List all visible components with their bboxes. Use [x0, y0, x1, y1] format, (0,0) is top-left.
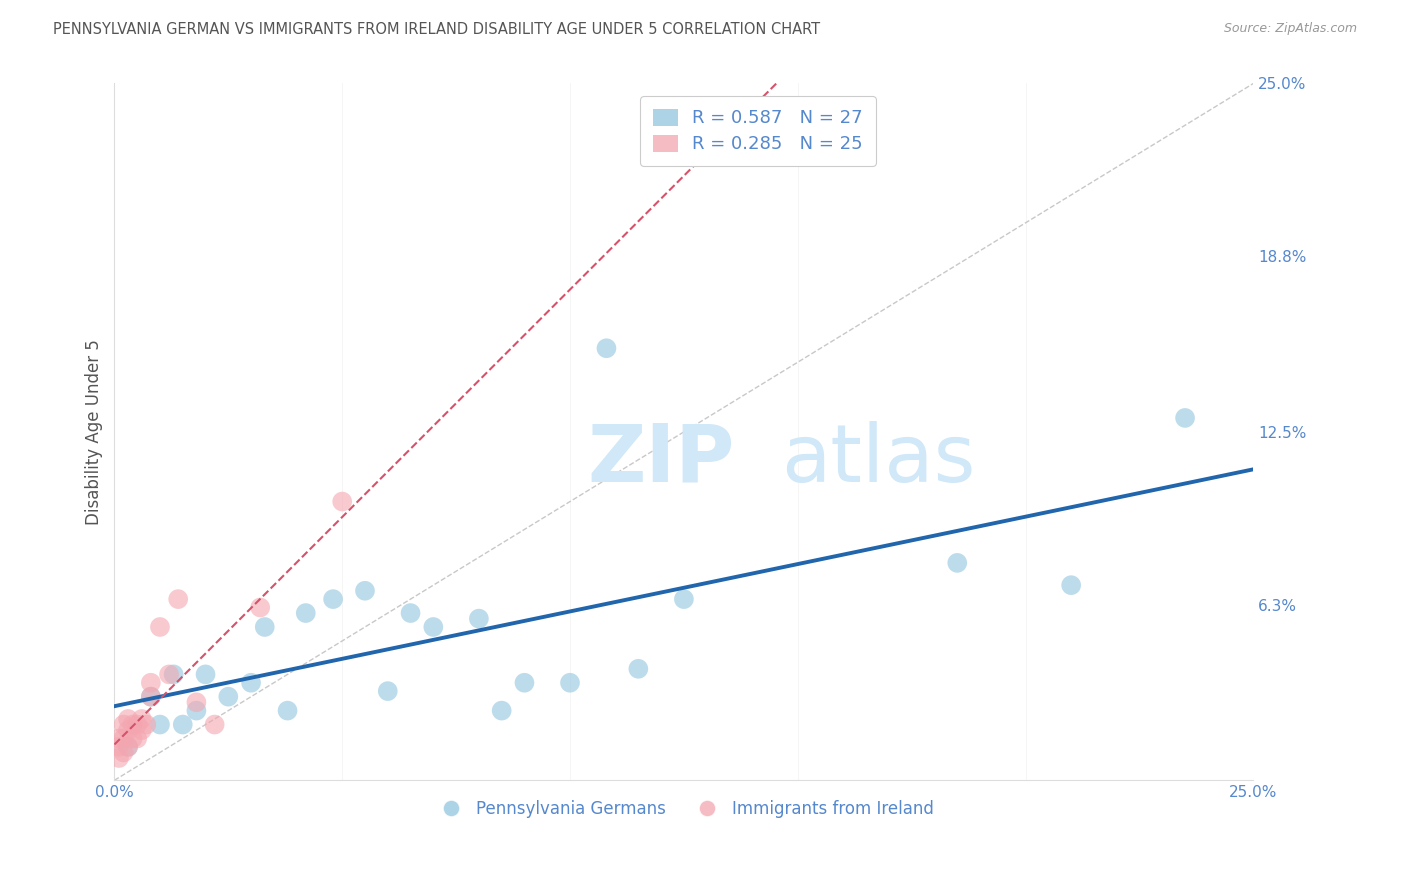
Y-axis label: Disability Age Under 5: Disability Age Under 5: [86, 339, 103, 524]
Point: [117, 712, 139, 726]
Point: [186, 704, 208, 718]
Legend: Pennsylvania Germans, Immigrants from Ireland: Pennsylvania Germans, Immigrants from Ir…: [427, 793, 941, 824]
Point: [135, 717, 157, 731]
Point: [422, 620, 444, 634]
Point: [1174, 411, 1197, 425]
Point: [672, 592, 695, 607]
Point: [108, 731, 131, 746]
Point: [108, 739, 131, 754]
Point: [127, 731, 149, 746]
Point: [627, 662, 650, 676]
Point: [167, 592, 190, 607]
Text: ZIP: ZIP: [588, 421, 734, 499]
Point: [112, 717, 135, 731]
Point: [112, 731, 135, 746]
Point: [172, 717, 194, 731]
Point: [139, 690, 162, 704]
Point: [946, 556, 969, 570]
Point: [513, 675, 536, 690]
Point: [117, 739, 139, 754]
Point: [121, 731, 143, 746]
Point: [354, 583, 377, 598]
Point: [468, 612, 491, 626]
Text: atlas: atlas: [780, 421, 976, 499]
Point: [217, 690, 239, 704]
Point: [149, 620, 172, 634]
Point: [377, 684, 399, 698]
Point: [131, 712, 153, 726]
Point: [249, 600, 271, 615]
Text: PENNSYLVANIA GERMAN VS IMMIGRANTS FROM IRELAND DISABILITY AGE UNDER 5 CORRELATIO: PENNSYLVANIA GERMAN VS IMMIGRANTS FROM I…: [53, 22, 821, 37]
Point: [253, 620, 276, 634]
Point: [117, 723, 139, 738]
Point: [127, 717, 149, 731]
Point: [491, 704, 513, 718]
Point: [139, 675, 162, 690]
Point: [112, 746, 135, 760]
Point: [117, 739, 139, 754]
Point: [121, 717, 143, 731]
Point: [131, 723, 153, 738]
Point: [162, 667, 184, 681]
Point: [595, 341, 617, 355]
Point: [108, 751, 131, 765]
Point: [558, 675, 581, 690]
Point: [186, 695, 208, 709]
Point: [399, 606, 422, 620]
Point: [157, 667, 180, 681]
Point: [204, 717, 226, 731]
Point: [139, 690, 162, 704]
Text: Source: ZipAtlas.com: Source: ZipAtlas.com: [1223, 22, 1357, 36]
Point: [1060, 578, 1083, 592]
Point: [330, 494, 353, 508]
Point: [277, 704, 299, 718]
Point: [294, 606, 316, 620]
Point: [149, 717, 172, 731]
Point: [322, 592, 344, 607]
Point: [240, 675, 263, 690]
Point: [194, 667, 217, 681]
